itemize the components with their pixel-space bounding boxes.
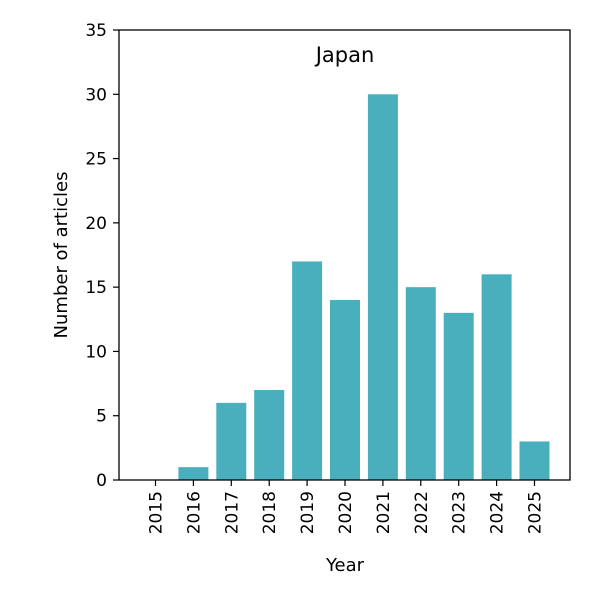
y-tick-label: 25 [85, 150, 107, 170]
y-tick-label: 30 [85, 85, 107, 105]
x-tick-label: 2023 [450, 491, 470, 534]
y-tick-label: 10 [85, 342, 107, 362]
bar-2017 [216, 402, 247, 480]
x-tick-label: 2018 [260, 491, 280, 534]
bar-2023 [443, 312, 474, 480]
y-axis: 0 5 10 15 20 25 30 35 [85, 21, 119, 491]
x-tick-label: 2022 [412, 491, 432, 534]
bar-2021 [367, 94, 398, 481]
x-tick-label: 2025 [526, 491, 546, 534]
y-tick-label: 0 [96, 471, 107, 491]
x-tick-label: 2024 [488, 491, 508, 534]
x-axis: 2015 2016 2017 2018 2019 2020 2021 2022 2023 2024… [147, 480, 546, 534]
chart-title: Japan [314, 43, 375, 67]
bar-2024 [481, 274, 512, 480]
bar-2018 [254, 390, 285, 480]
y-tick-label: 5 [96, 407, 107, 427]
y-tick-label: 35 [85, 21, 107, 41]
bars-group [178, 94, 550, 481]
x-tick-label: 2019 [298, 491, 318, 534]
bar-2025 [519, 441, 550, 480]
y-tick-label: 20 [85, 214, 107, 234]
bar-2019 [292, 261, 323, 480]
x-tick-label: 2017 [222, 491, 242, 534]
x-tick-label: 2021 [374, 491, 394, 534]
y-tick-label: 15 [85, 278, 107, 298]
bar-2016 [178, 467, 209, 480]
x-tick-label: 2015 [147, 491, 167, 534]
bar-2022 [405, 287, 436, 480]
x-axis-label: Year [325, 555, 365, 576]
bar-2020 [330, 300, 360, 480]
x-tick-label: 2020 [336, 491, 356, 534]
x-tick-label: 2016 [184, 491, 204, 534]
y-axis-label: Number of articles [51, 172, 72, 339]
